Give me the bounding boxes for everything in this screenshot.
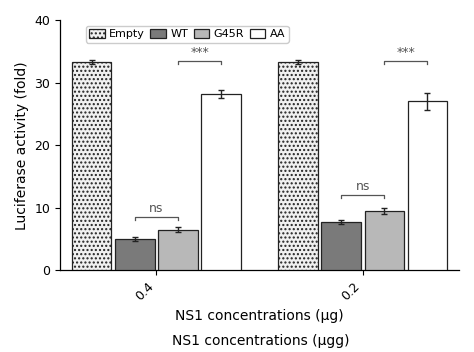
Bar <box>115 239 155 270</box>
Text: ***: *** <box>190 46 209 59</box>
Bar <box>201 94 241 270</box>
Y-axis label: Luciferase activity (fold): Luciferase activity (fold) <box>15 61 29 230</box>
Bar <box>408 101 447 270</box>
Bar <box>158 230 198 270</box>
Text: ns: ns <box>356 180 370 193</box>
Bar <box>72 62 111 270</box>
Legend: Empty, WT, G45R, AA: Empty, WT, G45R, AA <box>86 26 289 43</box>
Text: ***: *** <box>397 46 415 59</box>
X-axis label: NS1 concentrations (μg): NS1 concentrations (μg) <box>175 309 344 323</box>
Bar <box>321 222 361 270</box>
Bar <box>365 211 404 270</box>
Text: ns: ns <box>149 202 164 215</box>
Text: NS1 concentrations (μgg): NS1 concentrations (μgg) <box>172 334 349 348</box>
Bar <box>278 62 318 270</box>
